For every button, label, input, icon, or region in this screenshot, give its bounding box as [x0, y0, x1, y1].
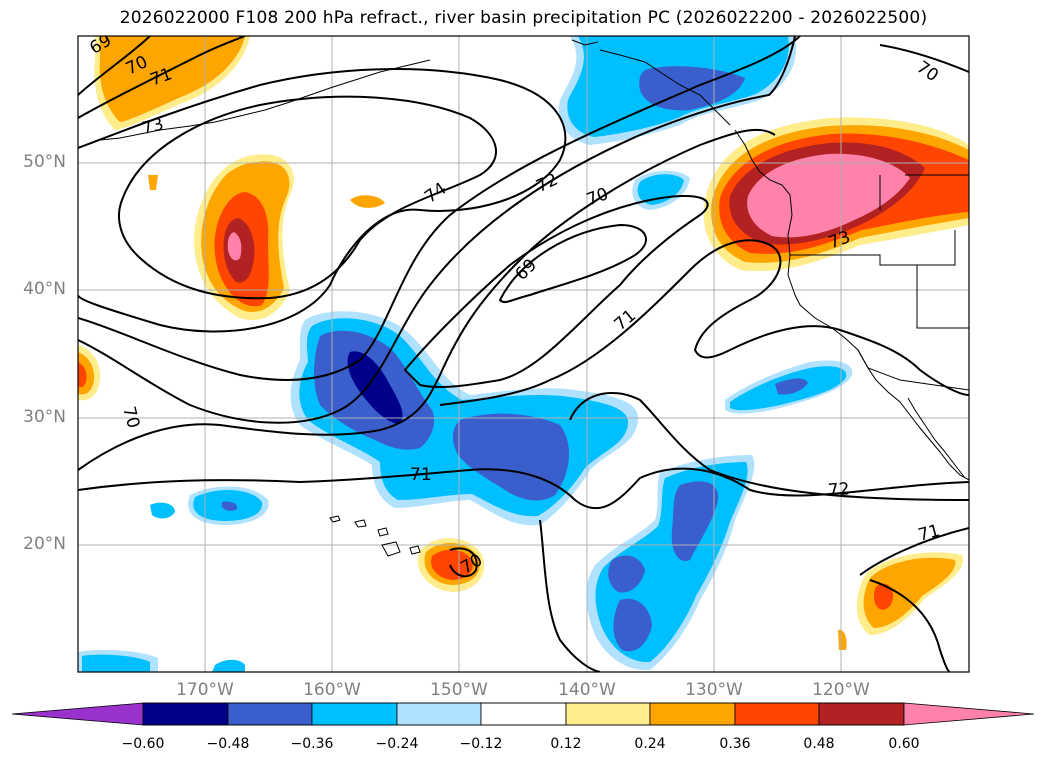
precip-positive-southeast — [856, 552, 963, 635]
refractivity-contours — [78, 36, 969, 672]
lon-label-150w: 150°W — [430, 680, 488, 700]
lat-label-40n: 40°N — [23, 279, 66, 299]
colorbar-tick-label: −0.48 — [206, 736, 250, 752]
colorbar-tick-label: 0.24 — [634, 736, 666, 752]
colorbar-tick-label: −0.12 — [459, 736, 503, 752]
graticule — [78, 36, 969, 672]
precip-positive-top-left — [94, 36, 250, 130]
precip-positive-central-north — [194, 154, 294, 321]
lon-label-120w: 120°W — [812, 680, 870, 700]
hawaiian-islands — [329, 515, 421, 557]
map-title: 2026022000 F108 200 hPa refract., river … — [119, 8, 928, 28]
colorbar-swatch — [818, 702, 905, 726]
colorbar-over-triangle — [903, 702, 1035, 726]
colorbar-tick-label: −0.24 — [375, 736, 419, 752]
colorbar-swatch — [734, 702, 820, 726]
precip-positive-small-1 — [148, 175, 158, 190]
contour-label: 71 — [410, 465, 432, 485]
precip-negative-offshore-california — [725, 360, 853, 414]
colorbar-swatch — [565, 702, 651, 726]
lon-label-140w: 140°W — [558, 680, 616, 700]
colorbar-tick-label: 0.12 — [550, 736, 582, 752]
colorbar-tick-label: −0.60 — [121, 736, 165, 752]
colorbar — [11, 702, 1035, 726]
coastlines — [99, 39, 969, 481]
precip-positive-northwest-us — [703, 117, 969, 272]
precip-negative-gulf-of-alaska — [558, 36, 797, 145]
contour-label: 72 — [827, 479, 850, 501]
lat-label-20n: 20°N — [23, 534, 66, 554]
precip-negative-south-central — [586, 455, 755, 671]
lat-label-50n: 50°N — [23, 152, 66, 172]
precip-positive-small-3 — [838, 629, 847, 650]
colorbar-swatch — [227, 702, 313, 726]
precip-positive-small-2 — [350, 195, 385, 208]
map-frame — [77, 35, 970, 673]
colorbar-tick-label: −0.36 — [290, 736, 334, 752]
colorbar-swatch — [142, 702, 229, 726]
colorbar-swatch — [649, 702, 736, 726]
precip-negative-west-south — [150, 486, 269, 525]
colorbar-swatch — [396, 702, 482, 726]
colorbar-tick-label: 0.60 — [888, 736, 920, 752]
lon-label-130w: 130°W — [685, 680, 743, 700]
lat-label-30n: 30°N — [23, 407, 66, 427]
colorbar-swatch — [311, 702, 398, 726]
colorbar-tick-label: 0.48 — [803, 736, 835, 752]
lon-label-160w: 160°W — [303, 680, 361, 700]
colorbar-under-triangle — [11, 702, 144, 726]
colorbar-swatch — [480, 702, 567, 726]
lon-label-170w: 170°W — [176, 680, 234, 700]
colorbar-tick-label: 0.36 — [719, 736, 751, 752]
